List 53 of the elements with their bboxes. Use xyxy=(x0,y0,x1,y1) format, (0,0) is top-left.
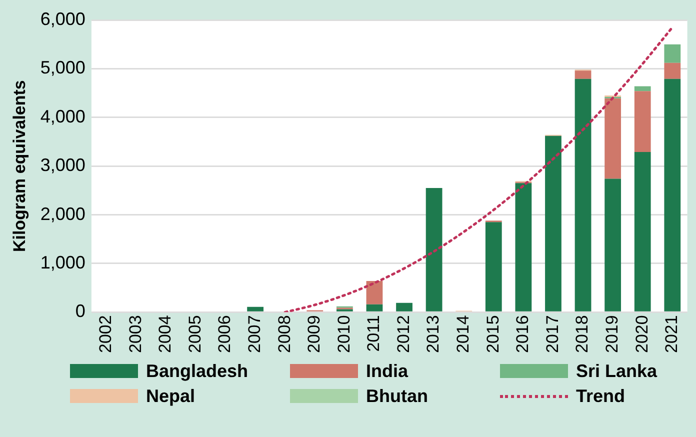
x-tick-label: 2015 xyxy=(483,315,502,354)
x-tick-label: 2002 xyxy=(96,315,116,354)
bar xyxy=(247,306,264,312)
bar xyxy=(366,304,383,312)
bar xyxy=(366,281,383,304)
bar xyxy=(485,222,502,312)
y-tick-label: 3,000 xyxy=(40,155,86,176)
y-tick-label: 2,000 xyxy=(40,204,86,224)
x-tick-label: 2004 xyxy=(156,315,175,354)
bar xyxy=(426,188,442,312)
y-tick-label: 4,000 xyxy=(40,106,86,126)
x-tick-label: 2014 xyxy=(454,315,473,354)
x-tick-label: 2013 xyxy=(424,315,443,354)
legend-label: Sri Lanka xyxy=(576,360,658,382)
legend-label: Bhutan xyxy=(366,386,428,406)
bar xyxy=(634,86,651,92)
x-tick-label: 2017 xyxy=(542,315,562,354)
x-tick-label: 2005 xyxy=(185,315,204,354)
x-tick-label: 2020 xyxy=(632,315,652,354)
bar xyxy=(604,98,622,179)
x-tick-label: 2010 xyxy=(334,315,354,354)
x-tick-label: 2006 xyxy=(215,315,234,354)
y-axis-title: Kilogram equivalents xyxy=(10,80,29,252)
bar xyxy=(664,62,681,79)
bar xyxy=(604,178,622,312)
bar xyxy=(515,183,532,312)
x-tick-label: 2012 xyxy=(394,315,413,354)
legend-label: Bangladesh xyxy=(146,360,248,382)
bar xyxy=(634,152,651,312)
legend-label: Trend xyxy=(576,386,626,406)
line-series xyxy=(284,26,674,312)
y-tick-label: 5,000 xyxy=(40,58,86,78)
bar xyxy=(664,78,681,312)
bar xyxy=(545,136,562,312)
bar xyxy=(574,70,592,79)
bar xyxy=(396,302,412,312)
y-tick-label: 1,000 xyxy=(40,252,86,272)
bar xyxy=(574,78,592,312)
x-tick-label: 2011 xyxy=(364,315,384,352)
x-tick-label: 2018 xyxy=(572,315,592,354)
x-tick-label: 2019 xyxy=(602,315,622,354)
x-tick-label: 2003 xyxy=(126,315,145,354)
bar xyxy=(664,44,681,63)
x-tick-label: 2021 xyxy=(662,315,682,354)
y-tick-label: 0 xyxy=(75,301,86,322)
x-tick-label: 2016 xyxy=(513,315,532,354)
x-tick-label: 2009 xyxy=(304,315,324,354)
x-tick-label: 2008 xyxy=(274,315,294,354)
x-tick-label: 2007 xyxy=(244,315,264,354)
legend-label: Nepal xyxy=(146,386,196,406)
y-tick-label: 6,000 xyxy=(40,8,86,29)
bar xyxy=(634,91,651,152)
legend-label: India xyxy=(366,360,408,382)
